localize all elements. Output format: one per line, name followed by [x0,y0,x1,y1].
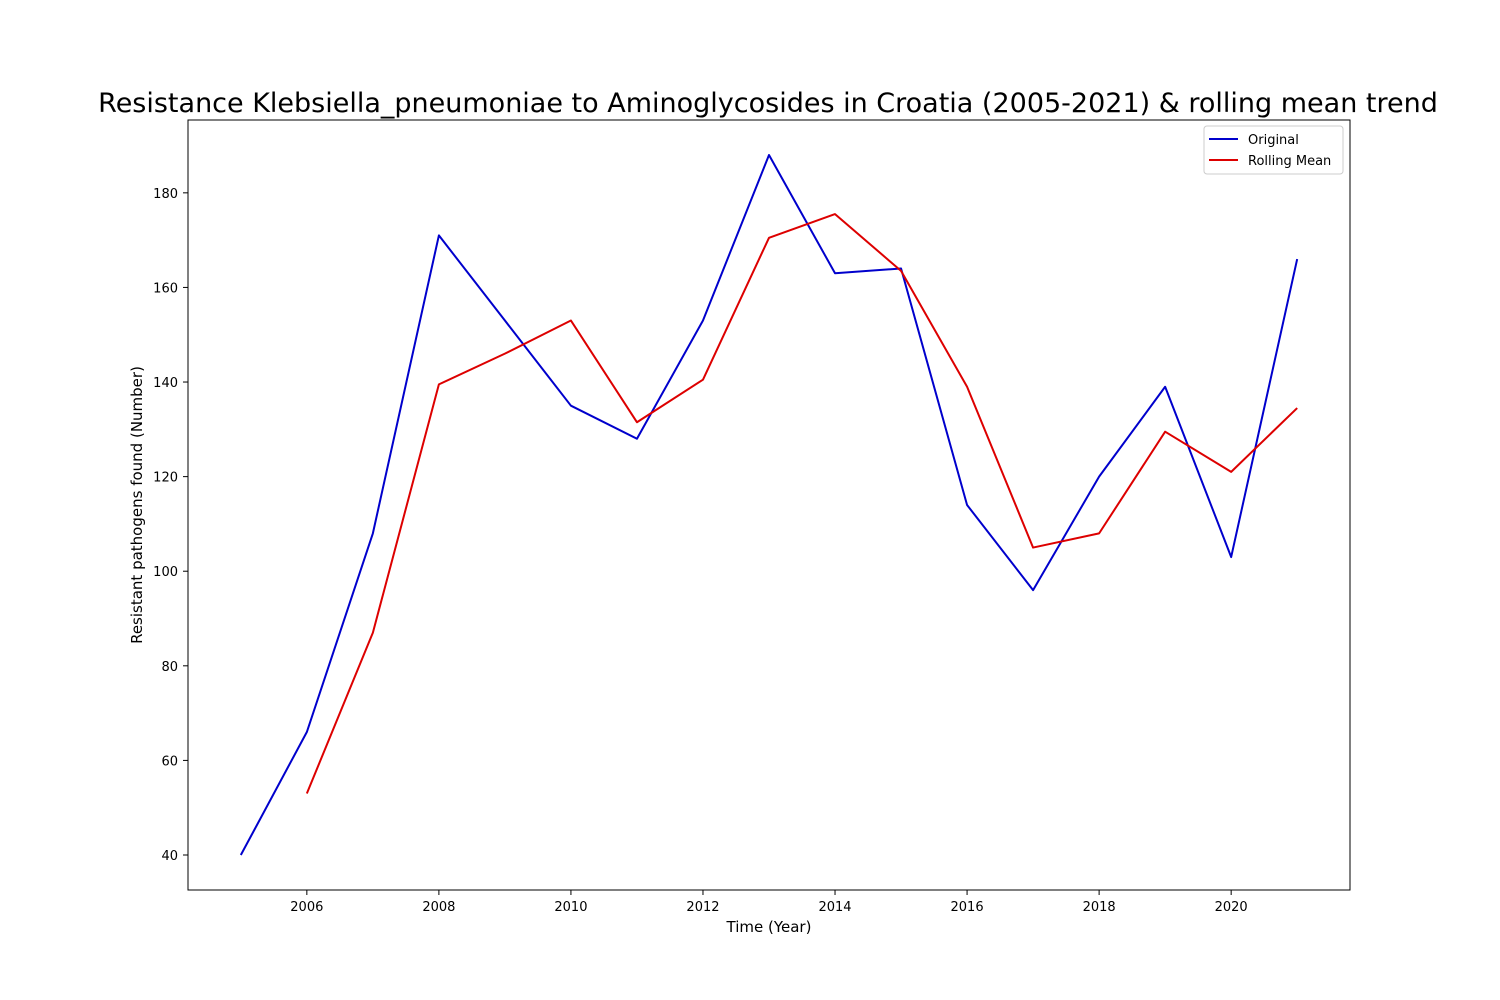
x-axis: 2006 2008 2010 2012 2014 2016 2018 2020 [290,890,1248,915]
x-axis-label: Time (Year) [726,918,812,936]
series-line-original [239,154,1299,856]
x-tick-label: 2020 [1215,900,1248,915]
legend-box [1203,125,1344,175]
y-tick-label: 100 [153,565,178,580]
plot-area [187,119,1351,891]
plot-frame [187,119,1351,891]
x-tick-label: 2014 [818,900,851,915]
x-tick-label: 2006 [290,900,323,915]
series-line-rolling-mean [305,213,1298,794]
y-tick-label: 40 [161,849,178,864]
x-tick-label: 2008 [422,900,455,915]
y-axis-label: Resistant pathogens found (Number) [128,366,146,644]
x-tick-label: 2016 [951,900,984,915]
y-tick-label: 80 [161,660,178,675]
legend-label-rolling-mean: Rolling Mean [1248,154,1331,169]
y-tick-label: 140 [153,376,178,391]
y-tick-label: 180 [153,187,178,202]
series-layer [239,154,1299,856]
x-tick-label: 2012 [686,900,719,915]
legend: Original Rolling Mean [1203,125,1344,175]
y-tick-label: 120 [153,471,178,486]
y-tick-label: 60 [161,754,178,769]
chart-title: Resistance Klebsiella_pneumoniae to Amin… [98,88,1438,119]
x-tick-label: 2010 [554,900,587,915]
y-axis: 40 60 80 100 120 140 160 180 [153,187,188,864]
x-tick-label: 2018 [1083,900,1116,915]
y-tick-label: 160 [153,281,178,296]
legend-label-original: Original [1248,133,1299,148]
